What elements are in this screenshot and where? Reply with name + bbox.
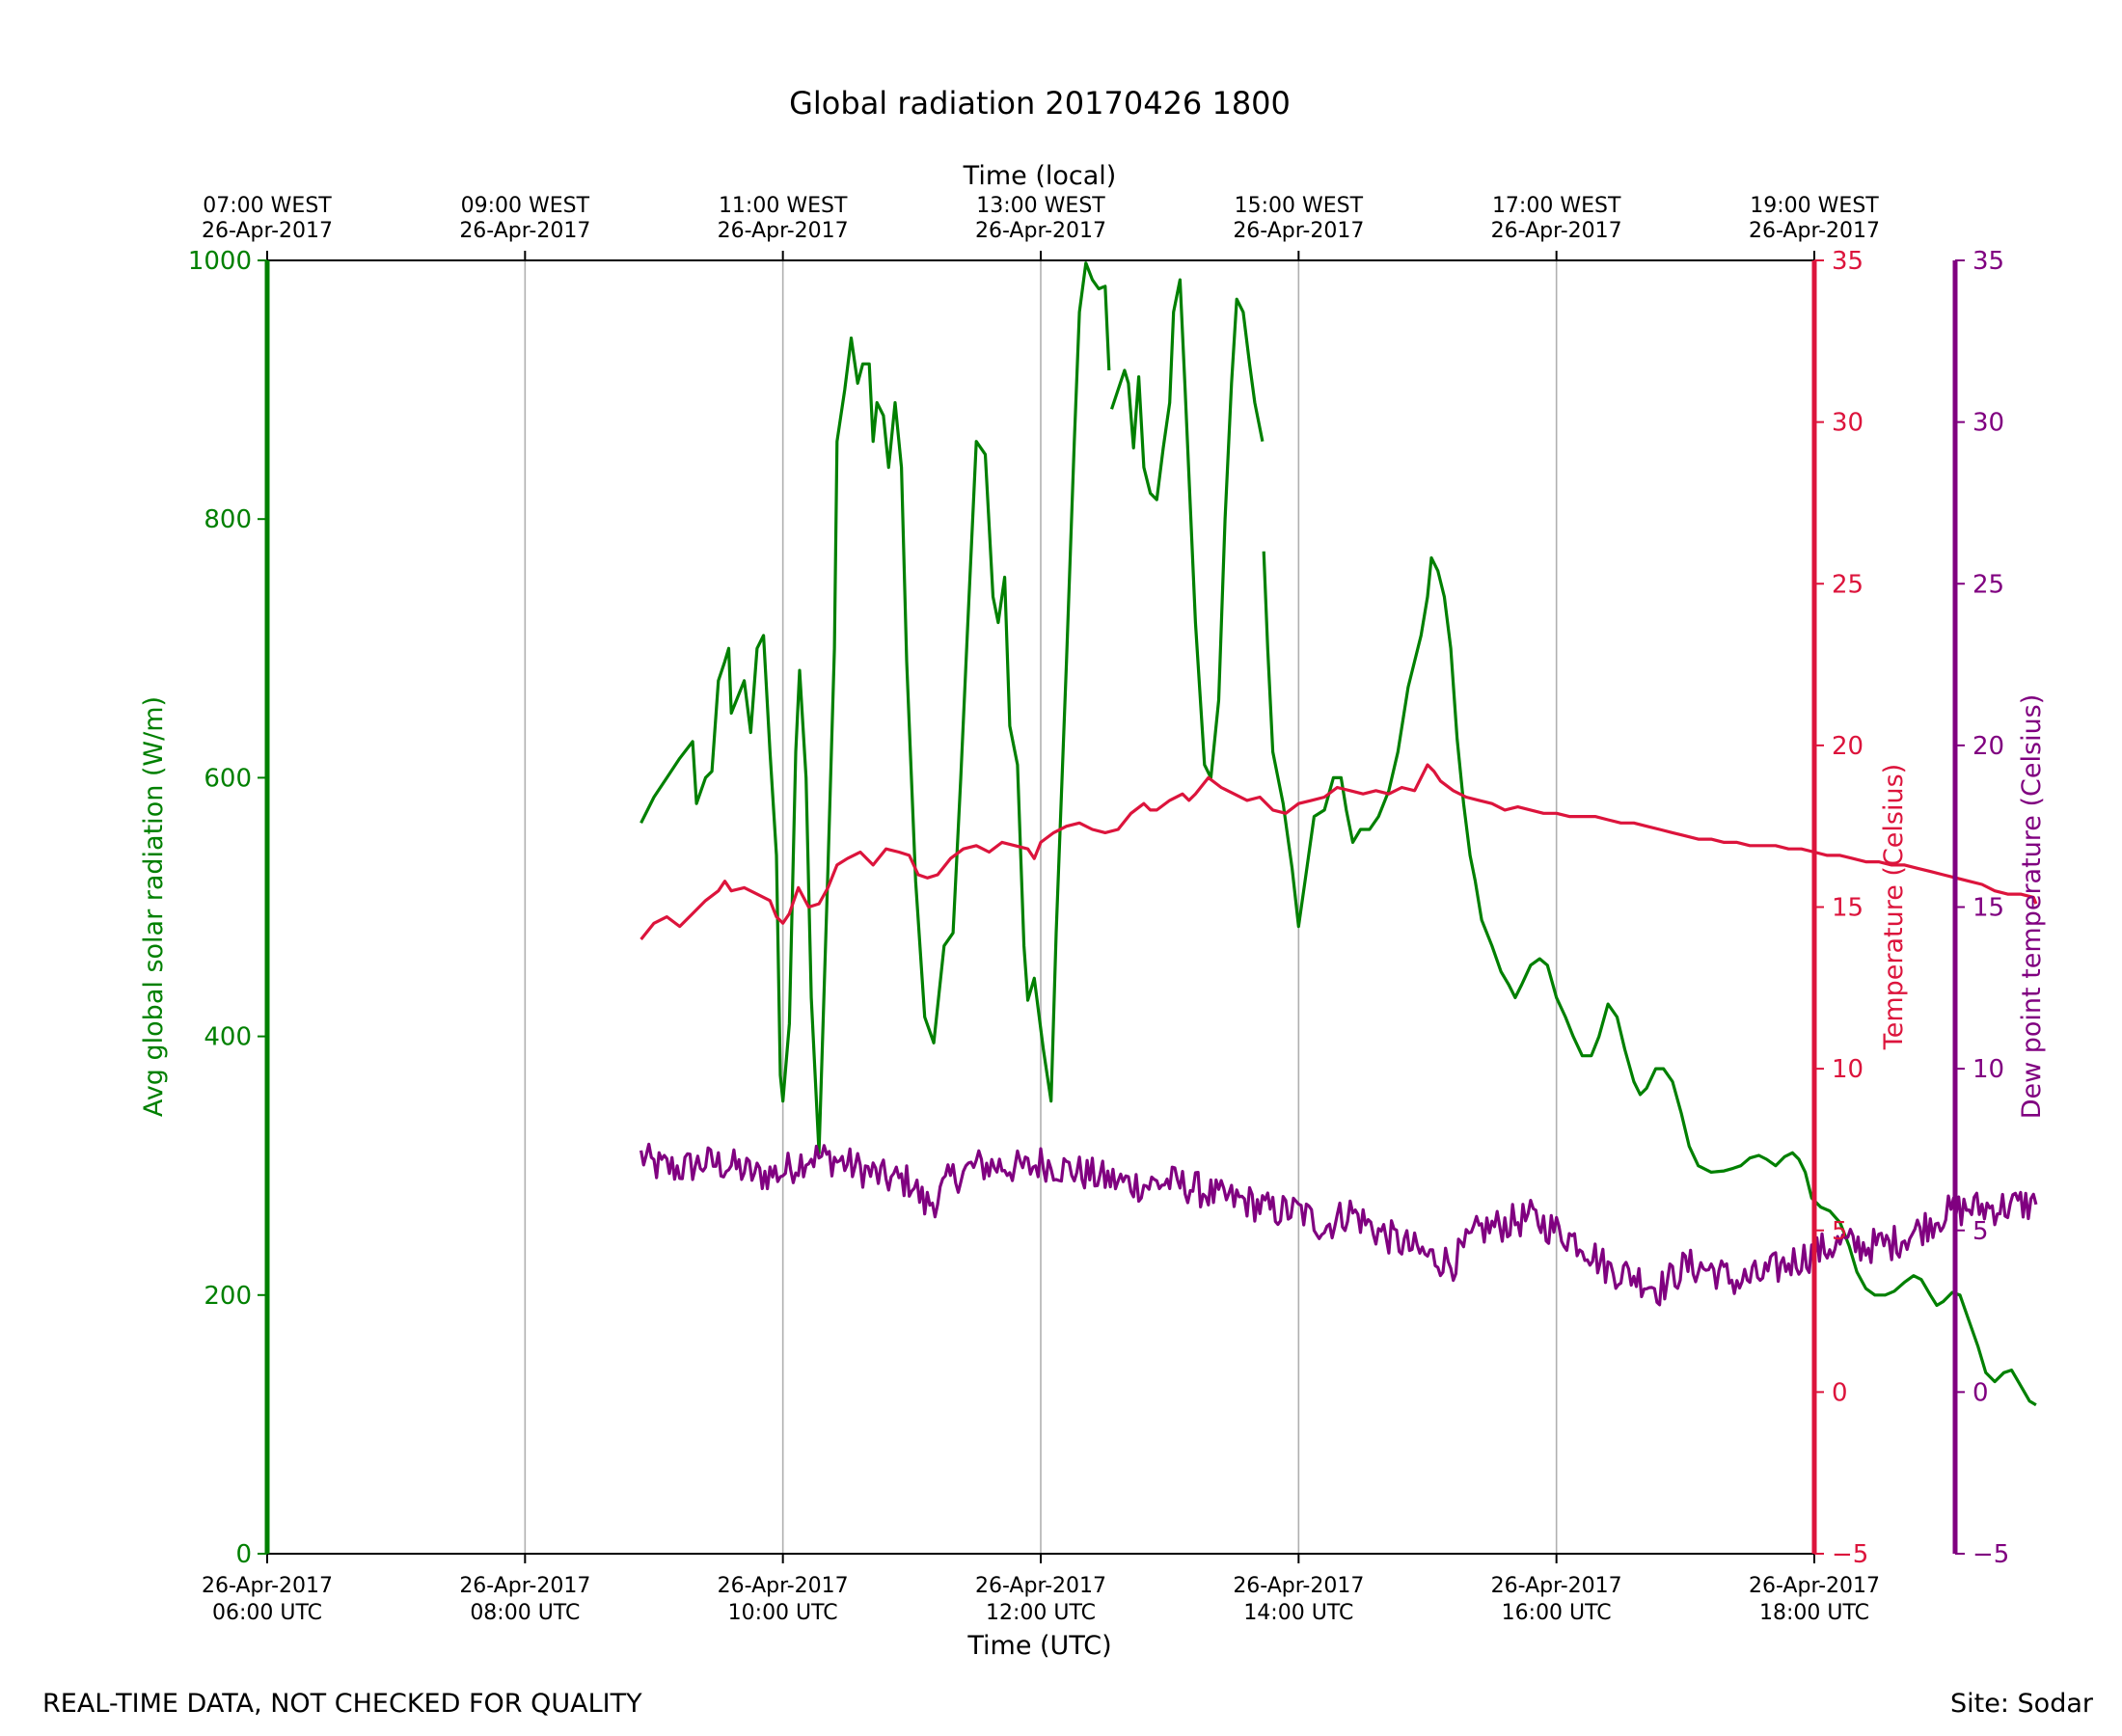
x-tick-label-bottom: 26-Apr-2017: [718, 1574, 849, 1598]
x-tick-label-top: 26-Apr-2017: [1749, 219, 1880, 243]
x-tick-label-top: 09:00 WEST: [461, 194, 590, 218]
footer-site: Site: Sodar: [1950, 1689, 2094, 1719]
x-tick-label-bottom: 18:00 UTC: [1759, 1601, 1869, 1625]
x-tick-label-bottom: 26-Apr-2017: [1749, 1574, 1880, 1598]
x-tick-label-top: 19:00 WEST: [1750, 194, 1879, 218]
radiation-series-line: [639, 261, 1111, 1154]
x-tick-label-bottom: 06:00 UTC: [212, 1601, 322, 1625]
y-axis-label-temperature: Temperature (Celsius): [1879, 764, 1909, 1050]
dewpoint-axis-tick-label: 25: [1972, 570, 2004, 599]
dewpoint-axis-tick-label: 15: [1972, 894, 2004, 923]
x-axis-label: Time (UTC): [966, 1631, 1111, 1661]
x-tick-label-top: 15:00 WEST: [1235, 194, 1364, 218]
x-tick-label-top: 17:00 WEST: [1492, 194, 1621, 218]
x-tick-label-bottom: 26-Apr-2017: [1491, 1574, 1622, 1598]
dewpoint-axis-tick-label: 10: [1972, 1055, 2004, 1084]
x-tick-label-top: 26-Apr-2017: [975, 219, 1106, 243]
x-tick-label-top: 26-Apr-2017: [202, 219, 333, 243]
x-tick-label-top: 26-Apr-2017: [1233, 219, 1364, 243]
x-tick-label-bottom: 26-Apr-2017: [975, 1574, 1106, 1598]
dewpoint-axis-tick-label: 35: [1972, 247, 2004, 276]
temperature-axis-tick-label: −5: [1832, 1540, 1868, 1569]
dewpoint-axis-tick-label: 0: [1972, 1378, 1989, 1407]
x-tick-label-bottom: 08:00 UTC: [470, 1601, 580, 1625]
grid-lines: [524, 260, 1558, 1554]
temperature-series-line: [639, 763, 2038, 941]
y-axis-label-radiation: Avg global solar radiation (W/m): [139, 696, 169, 1117]
dewpoint-axis-tick-label: 20: [1972, 732, 2004, 761]
temperature-axis-tick-label: 5: [1832, 1217, 1848, 1246]
x-tick-label-bottom: 26-Apr-2017: [1233, 1574, 1364, 1598]
radiation-axis-tick-label: 200: [204, 1282, 252, 1311]
y-axis-label-dewpoint: Dew point temperature (Celsius): [2017, 694, 2047, 1120]
temperature-axis-tick-label: 30: [1832, 409, 1864, 438]
x-tick-label-bottom: 14:00 UTC: [1243, 1601, 1353, 1625]
temperature-axis-tick-label: 25: [1832, 570, 1864, 599]
radiation-axis-tick-label: 1000: [188, 247, 252, 276]
temperature-axis-tick-label: 35: [1832, 247, 1864, 276]
x-tick-label-top: 11:00 WEST: [719, 194, 848, 218]
x-tick-label-bottom: 10:00 UTC: [728, 1601, 838, 1625]
footer-quality-note: REAL-TIME DATA, NOT CHECKED FOR QUALITY: [42, 1689, 642, 1719]
temperature-axis-tick-label: 20: [1832, 732, 1864, 761]
dewpoint-axis-tick-label: 30: [1972, 409, 2004, 438]
x-tick-label-bottom: 12:00 UTC: [986, 1601, 1096, 1625]
radiation-axis-tick-label: 800: [204, 505, 252, 534]
x-tick-label-bottom: 16:00 UTC: [1502, 1601, 1612, 1625]
radiation-axis-tick-label: 0: [235, 1540, 252, 1569]
x-tick-label-top: 13:00 WEST: [976, 194, 1105, 218]
x-tick-label-bottom: 26-Apr-2017: [202, 1574, 333, 1598]
radiation-axis-tick-label: 600: [204, 764, 252, 793]
chart-title: Global radiation 20170426 1800: [789, 85, 1291, 122]
x-tick-label-bottom: 26-Apr-2017: [459, 1574, 590, 1598]
dewpoint-axis-tick-label: 5: [1972, 1217, 1989, 1246]
dewpoint-axis-tick-label: −5: [1972, 1540, 2009, 1569]
series-layer: [639, 261, 2038, 1407]
radiation-axis-tick-label: 400: [204, 1023, 252, 1052]
x-tick-label-top: 26-Apr-2017: [1491, 219, 1622, 243]
dewpoint-series-line: [639, 1142, 2038, 1307]
x-tick-label-top: 26-Apr-2017: [459, 219, 590, 243]
x-tick-label-top: 07:00 WEST: [203, 194, 332, 218]
radiation-series-line: [1262, 551, 2037, 1407]
temperature-axis-tick-label: 15: [1832, 894, 1864, 923]
radiation-series-line: [1109, 278, 1265, 779]
temperature-axis-tick-label: 10: [1832, 1055, 1864, 1084]
temperature-axis-tick-label: 0: [1832, 1378, 1848, 1407]
top-axis-label: Time (local): [963, 161, 1117, 191]
x-tick-label-top: 26-Apr-2017: [718, 219, 849, 243]
